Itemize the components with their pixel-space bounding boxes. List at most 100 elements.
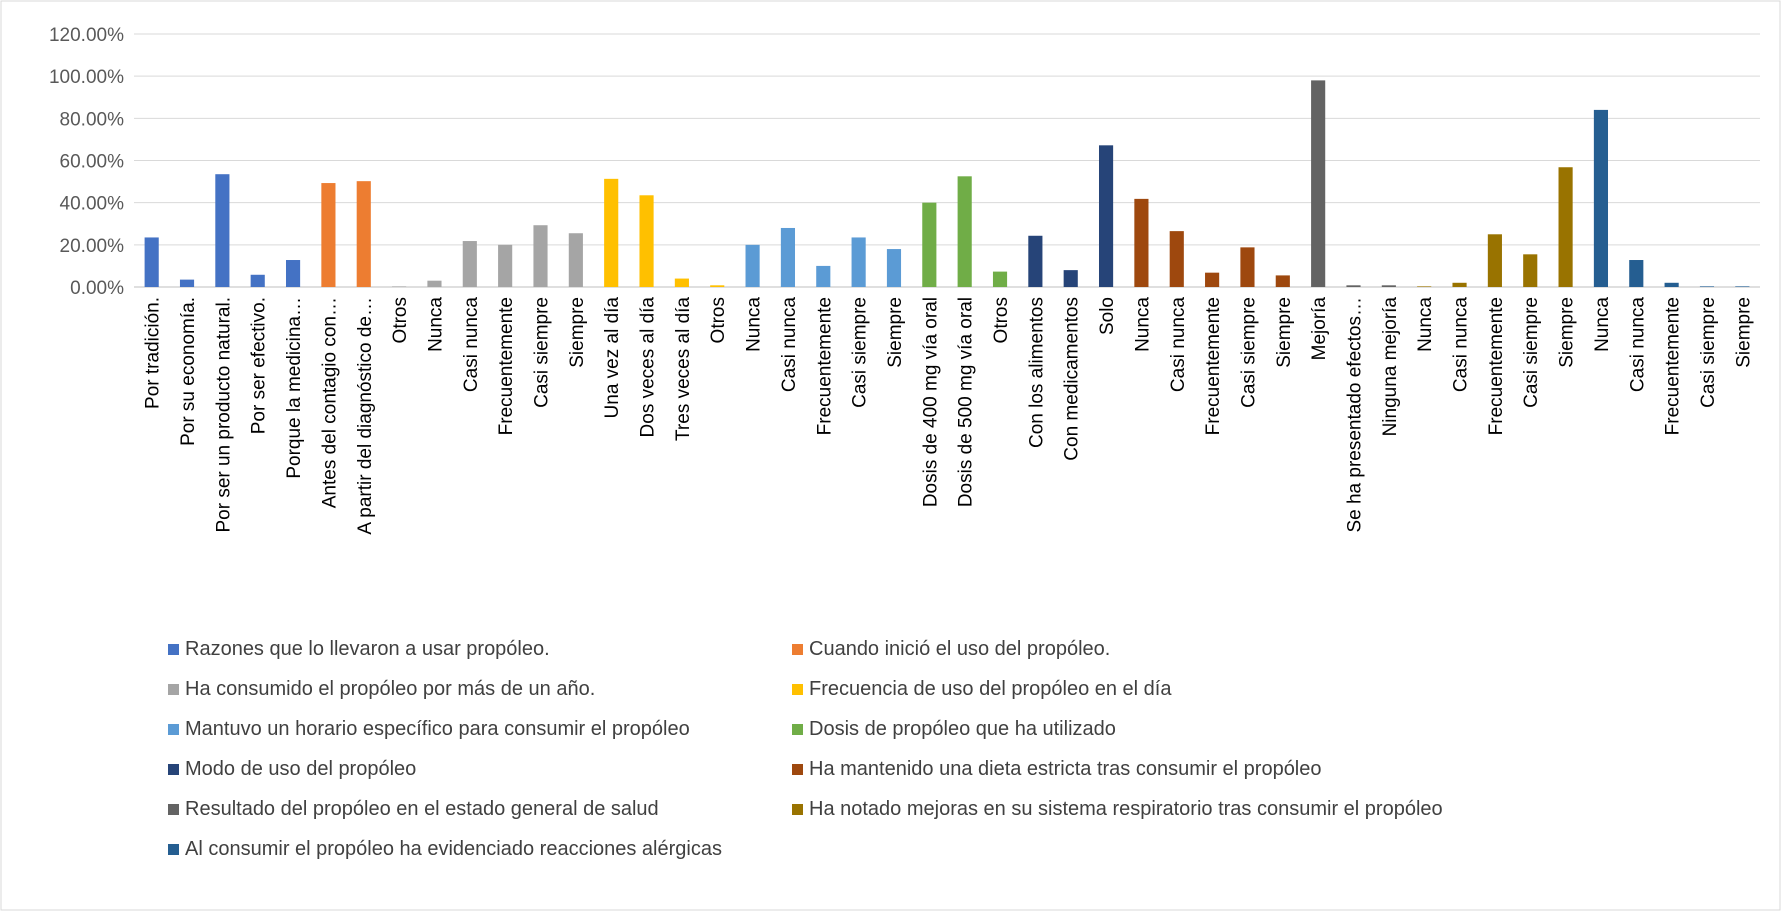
x-tick-label: Casi nunca (461, 297, 482, 392)
legend-swatch (792, 724, 803, 735)
legend-item: Cuando inició el uso del propóleo. (792, 638, 1110, 661)
bar (816, 265, 831, 287)
y-tick-label: 120.00% (49, 25, 124, 46)
bar (1028, 235, 1043, 287)
y-tick-label: 60.00% (60, 152, 125, 173)
bar (1664, 282, 1679, 287)
x-tick-label: Siempre (1557, 297, 1578, 368)
bar (1417, 286, 1432, 287)
x-tick-label: Casi siempre (850, 297, 871, 408)
legend-label: Frecuencia de uso del propóleo en el día (809, 678, 1172, 700)
bar (250, 274, 265, 287)
bar (285, 260, 301, 287)
x-tick-label: Por ser un producto natural. (213, 297, 234, 533)
bar (1558, 167, 1573, 287)
legend-item: Ha mantenido una dieta estricta tras con… (792, 758, 1322, 781)
legend-item: Razones que lo llevaron a usar propóleo. (168, 638, 550, 661)
bar (179, 279, 195, 287)
legend-swatch (792, 804, 803, 815)
legend-item: Frecuencia de uso del propóleo en el día (792, 678, 1171, 701)
x-tick-label: Con medicamentos (1062, 297, 1083, 461)
x-tick-label: Antes del contagio con… (319, 297, 340, 508)
x-tick-label: Casi nunca (1451, 297, 1472, 392)
bar (1487, 234, 1502, 287)
legend-item: Ha consumido el propóleo por más de un a… (168, 678, 595, 701)
bar (1381, 285, 1396, 287)
x-tick-label: Nunca (1415, 297, 1436, 352)
bar (1098, 145, 1114, 287)
x-tick-label: Mejoría (1309, 297, 1330, 361)
x-tick-label: Casi nunca (1627, 297, 1648, 392)
legend-label: Al consumir el propóleo ha evidenciado r… (185, 838, 722, 860)
legend-swatch (168, 684, 179, 695)
bar (1699, 286, 1715, 287)
legend-label: Ha mantenido una dieta estricta tras con… (809, 758, 1322, 780)
x-tick-label: Dosis de 500 mg vía oral (956, 297, 977, 507)
y-tick-label: 100.00% (49, 67, 124, 88)
legend-item: Resultado del propóleo en el estado gene… (168, 798, 659, 821)
x-tick-label: Por ser efectivo. (249, 297, 270, 434)
x-tick-label: Otros (991, 297, 1012, 343)
x-tick-label: Nunca (1592, 297, 1613, 352)
x-tick-label: Nunca (1132, 297, 1153, 352)
bar (1205, 272, 1220, 287)
bar (922, 202, 937, 287)
bar (1523, 254, 1538, 287)
x-tick-label: Dosis de 400 mg vía oral (920, 297, 941, 507)
x-tick-label: A partir del diagnóstico de… (355, 297, 376, 535)
x-tick-label: Siempre (567, 297, 588, 368)
bar (1275, 275, 1290, 287)
x-tick-label: Por su economía. (178, 297, 199, 446)
x-tick-label: Otros (390, 297, 411, 343)
bar (1629, 260, 1644, 287)
x-tick-label: Frecuentemente (1203, 297, 1224, 435)
legend-item: Modo de uso del propóleo (168, 758, 416, 781)
bar (462, 241, 477, 287)
bar (392, 286, 407, 287)
x-tick-label: Frecuentemente (496, 297, 517, 435)
bar (568, 233, 583, 287)
y-tick-label: 0.00% (70, 278, 124, 299)
bar (780, 227, 796, 287)
bar (1063, 270, 1078, 287)
x-tick-label: Dos veces al día (638, 297, 659, 438)
legend-label: Modo de uso del propóleo (185, 758, 417, 780)
x-tick-label: Frecuentemente (1486, 297, 1507, 435)
legend-label: Dosis de propóleo que ha utilizado (809, 718, 1116, 740)
x-tick-label: Siempre (1733, 297, 1754, 368)
legend-label: Ha notado mejoras en su sistema respirat… (809, 798, 1443, 820)
x-tick-label: Nunca (744, 297, 765, 352)
legend-label: Cuando inició el uso del propóleo. (809, 638, 1111, 660)
x-tick-label: Siempre (1274, 297, 1295, 368)
bar (604, 178, 619, 287)
bar (710, 285, 725, 287)
legend-item: Ha notado mejoras en su sistema respirat… (792, 798, 1443, 821)
x-tick-label: Se ha presentado efectos… (1345, 297, 1366, 533)
x-tick-label: Con los alimentos (1026, 297, 1047, 448)
legend-label: Razones que lo llevaron a usar propóleo. (185, 638, 550, 660)
legend-label: Mantuvo un horario específico para consu… (185, 718, 690, 740)
bar (992, 271, 1008, 287)
legend-swatch (792, 764, 803, 775)
legend-label: Resultado del propóleo en el estado gene… (185, 798, 659, 820)
x-tick-label: Solo (1097, 297, 1118, 335)
bar (498, 244, 513, 287)
y-tick-label: 80.00% (60, 109, 125, 130)
bar (321, 183, 336, 287)
bar (215, 174, 230, 287)
legend-label: Ha consumido el propóleo por más de un a… (185, 678, 596, 700)
bar (745, 244, 760, 287)
x-tick-label: Frecuentemente (1663, 297, 1684, 435)
bar (144, 237, 159, 287)
bar (1346, 285, 1361, 287)
bar (356, 181, 371, 287)
bar (533, 225, 548, 287)
x-tick-label: Nunca (425, 297, 446, 352)
bar (886, 249, 902, 287)
x-tick-label: Frecuentemente (814, 297, 835, 435)
x-tick-label: Casi siempre (1238, 297, 1259, 408)
bar (1311, 80, 1326, 287)
legend-item: Dosis de propóleo que ha utilizado (792, 718, 1116, 741)
